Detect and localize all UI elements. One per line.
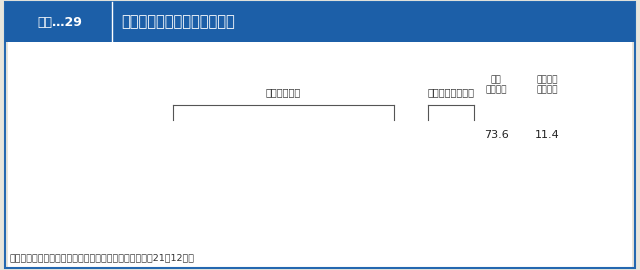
Bar [439, 120, 468, 150]
Bar [239, 120, 394, 150]
Text: 良い（小計）: 良い（小計） [266, 87, 301, 97]
Text: 総数（n=2,936）: 総数（n=2,936） [98, 130, 168, 140]
Text: 15.0: 15.0 [404, 130, 429, 140]
Bar [394, 120, 439, 150]
Text: 図表…29: 図表…29 [37, 16, 83, 29]
Bar [8, 42, 632, 267]
Text: 51.4: 51.4 [304, 130, 329, 140]
Legend: とても良い, まあ良い, どちらともいえない, あまり良くない, 良くない: とても良い, まあ良い, どちらともいえない, あまり良くない, 良くない [148, 221, 492, 244]
Text: 9.9: 9.9 [445, 130, 463, 140]
Bar [468, 120, 474, 150]
Bar [5, 2, 635, 42]
Text: 資料：内閣府「食育の現状と意識に関する調査」（平成21年12月）: 資料：内閣府「食育の現状と意識に関する調査」（平成21年12月） [10, 253, 195, 262]
Text: 自分の健康状態に対する認識: 自分の健康状態に対する認識 [122, 15, 236, 30]
Text: 11.4: 11.4 [535, 130, 559, 140]
Text: 良い
（小計）: 良い （小計） [485, 75, 507, 94]
Text: （%）: （%） [477, 174, 499, 184]
Text: 良くない
（小計）: 良くない （小計） [536, 75, 558, 94]
Text: 22.1: 22.1 [194, 130, 218, 140]
Text: 73.6: 73.6 [484, 130, 508, 140]
Bar [8, 2, 112, 42]
Bar [173, 120, 239, 150]
Text: 良くない（小計）: 良くない（小計） [428, 87, 474, 97]
